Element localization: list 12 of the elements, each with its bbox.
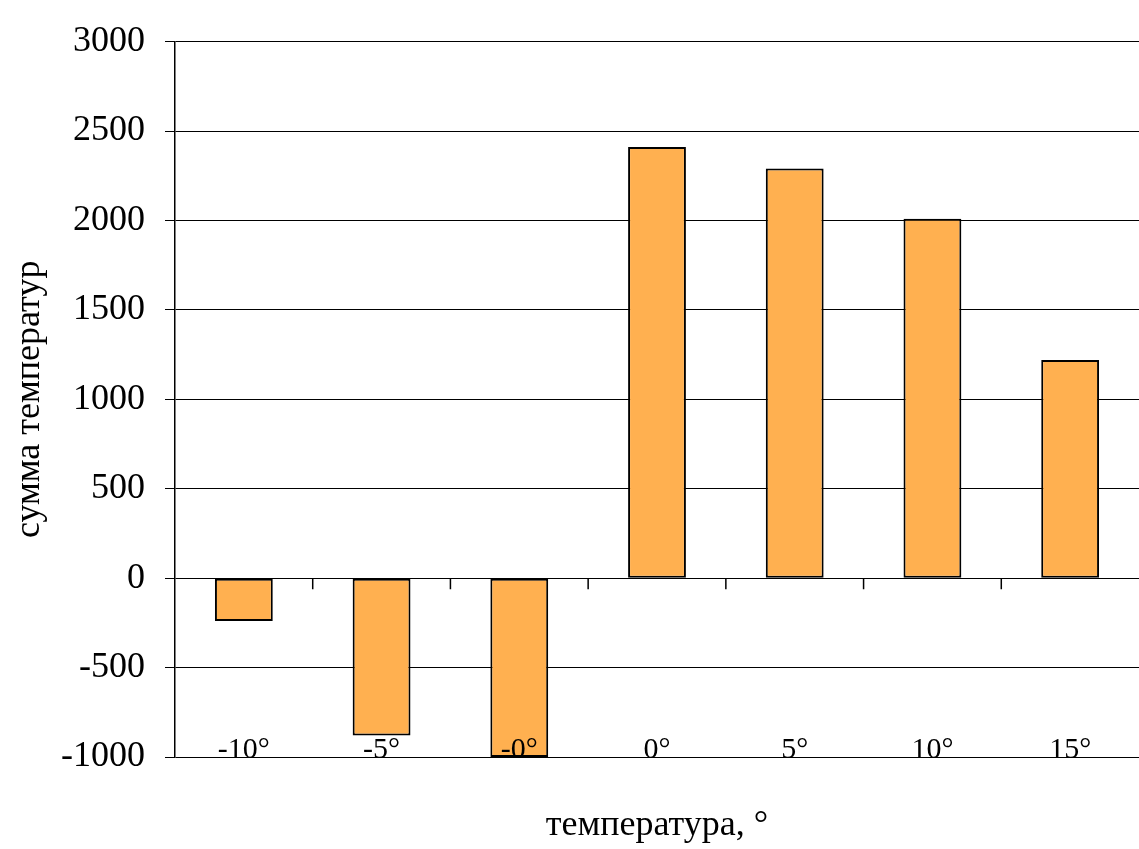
y-tick-label: -1000 [61, 734, 145, 775]
x-axis-title: температура, ° [545, 802, 769, 843]
y-tick-label: 3000 [73, 19, 145, 60]
y-tick-label: 500 [91, 466, 145, 507]
y-tick-label: 1000 [73, 376, 145, 417]
y-axis-title: сумма температур [7, 260, 48, 538]
y-tick-label: 2000 [73, 197, 145, 238]
x-tick-label: 0° [643, 730, 671, 764]
y-tick-label: 1500 [73, 287, 145, 328]
y-tick-label: 2500 [73, 108, 145, 149]
y-tick-label: 0 [127, 555, 145, 596]
y-tick-label: -500 [79, 645, 145, 686]
